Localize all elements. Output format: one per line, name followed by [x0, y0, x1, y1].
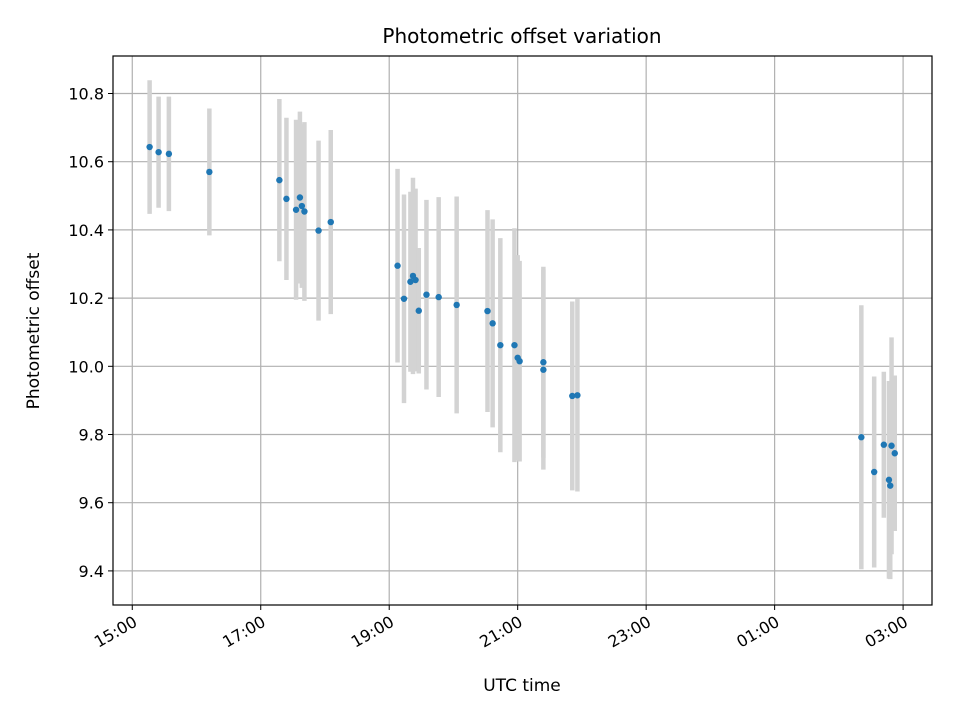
data-points: [146, 143, 898, 489]
y-tick-label: 9.6: [79, 494, 104, 513]
data-point: [887, 482, 894, 489]
data-point: [394, 262, 401, 269]
x-axis-label: UTC time: [483, 676, 561, 696]
data-point: [296, 194, 304, 201]
data-point: [315, 227, 322, 234]
data-point: [276, 176, 283, 184]
data-point: [412, 276, 419, 284]
data-point: [574, 392, 581, 399]
data-point: [155, 148, 162, 156]
data-point: [511, 341, 518, 349]
data-point: [888, 442, 895, 449]
data-point: [453, 301, 460, 309]
data-point: [870, 468, 878, 476]
y-tick-label: 10.0: [68, 357, 104, 376]
y-tick-label: 10.4: [68, 221, 104, 240]
data-point: [283, 195, 290, 203]
data-point: [400, 295, 408, 302]
data-point: [489, 320, 496, 327]
plot-frame: [112, 55, 933, 606]
data-point: [146, 143, 153, 151]
data-point: [569, 392, 576, 400]
y-tick-label: 9.8: [79, 426, 104, 445]
data-point: [497, 341, 504, 349]
data-point: [298, 202, 306, 210]
y-tick-label: 10.2: [68, 289, 104, 308]
data-point: [327, 218, 334, 226]
data-point: [880, 441, 888, 448]
data-point: [415, 307, 422, 314]
y-axis-label: Photometric offset: [24, 252, 44, 409]
data-point: [540, 366, 547, 373]
data-point: [858, 434, 865, 441]
data-point: [206, 168, 213, 176]
data-point: [891, 450, 898, 457]
data-point: [885, 476, 893, 484]
grid: [113, 56, 932, 605]
data-point: [484, 307, 491, 315]
data-point: [435, 293, 442, 301]
y-tick-label: 10.8: [68, 85, 104, 104]
data-point: [407, 278, 414, 285]
data-point: [423, 291, 430, 298]
y-tick-label: 10.6: [68, 153, 104, 172]
data-point: [165, 150, 173, 158]
data-point: [540, 359, 547, 366]
data-point: [301, 208, 308, 215]
chart-title: Photometric offset variation: [382, 24, 661, 48]
y-tick-label: 9.4: [79, 562, 104, 581]
data-point: [516, 357, 523, 365]
data-point: [292, 206, 300, 213]
